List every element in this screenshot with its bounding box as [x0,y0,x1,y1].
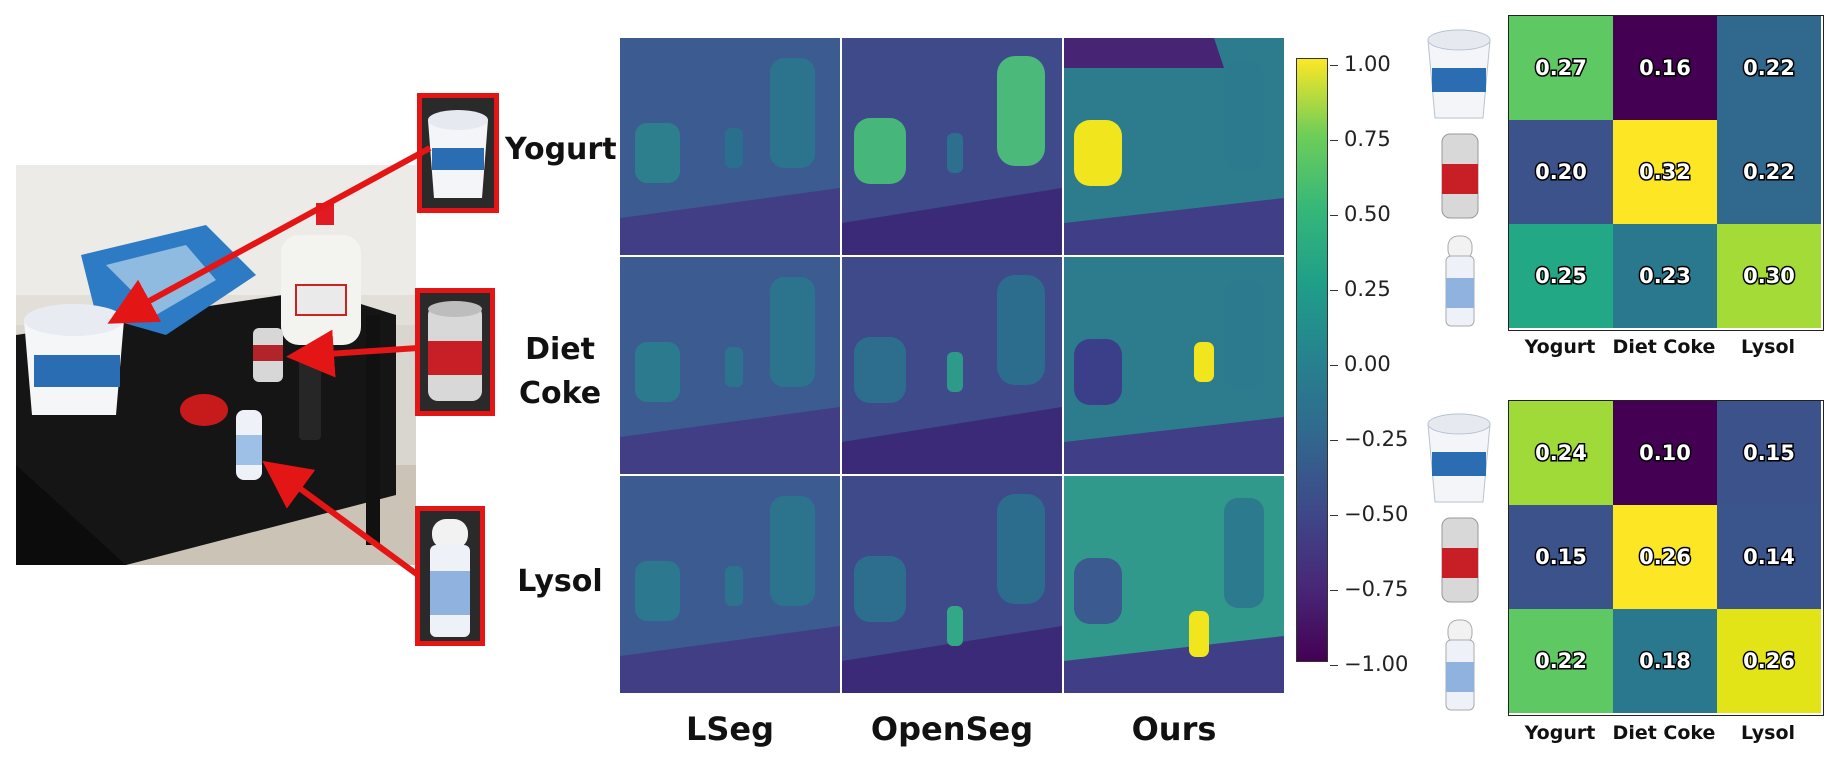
matrix-1-cell-2-2: 0.30 [1717,224,1821,328]
matrix-2-cell-1-1: 0.26 [1613,505,1717,609]
colorbar-tick-0-25: 0.25 [1330,277,1391,301]
matrix-1-cell-2-0: 0.25 [1509,224,1613,328]
colorbar-tick-1-00: 1.00 [1330,52,1391,76]
matrix-2-cell-2-0: 0.22 [1509,609,1613,713]
column-label-ours: Ours [1064,710,1284,748]
diet-coke-thumbnail [1442,518,1478,602]
matrix-2-cell-2-1: 0.18 [1613,609,1717,713]
lysol-thumbnail [1446,620,1474,710]
matrix-1-cell-1-0: 0.20 [1509,120,1613,224]
matrix-2-col-label-lysol: Lysol [1716,722,1820,744]
matrix-2-cell-0-1: 0.10 [1613,401,1717,505]
heatmap-openseg-lysol [842,476,1062,693]
heatmap-lseg-diet-coke [620,257,840,474]
matrix-1-col-label-diet-coke: Diet Coke [1612,336,1716,358]
row-label-diet-coke: Diet Coke [505,328,615,416]
lysol-thumbnail [1446,236,1474,326]
row-label-lysol: Lysol [505,560,615,604]
matrix-1-cell-1-1: 0.32 [1613,120,1717,224]
matrix-1-col-label-lysol: Lysol [1716,336,1820,358]
matrix-2-cell-2-2: 0.26 [1717,609,1821,713]
matrix-1-row-thumbnails [1420,18,1498,330]
colorbar-ticks: 1.00 0.75 0.50 0.25 0.00 −0.25 −0.50 −0.… [1330,52,1410,672]
similarity-matrix-1: 0.27 0.16 0.22 0.20 0.32 0.22 0.25 0.23 … [1508,15,1824,331]
matrix-2-cell-0-2: 0.15 [1717,401,1821,505]
matrix-2-row-thumbnails [1420,402,1498,714]
matrix-1-cell-1-2: 0.22 [1717,120,1821,224]
matrix-1-cell-0-2: 0.22 [1717,16,1821,120]
row-label-yogurt: Yogurt [505,128,615,172]
diet-coke-thumbnail [1442,134,1478,218]
yogurt-thumbnail [1428,30,1490,118]
colorbar-tick-neg-1-00: −1.00 [1330,652,1408,676]
colorbar [1296,58,1328,662]
matrix-1-col-label-yogurt: Yogurt [1508,336,1612,358]
colorbar-tick-neg-0-25: −0.25 [1330,427,1408,451]
heatmap-ours-yogurt [1064,38,1284,255]
heatmap-openseg-yogurt [842,38,1062,255]
matrix-2-col-label-diet-coke: Diet Coke [1612,722,1716,744]
colorbar-tick-0-75: 0.75 [1330,127,1391,151]
colorbar-tick-0-00: 0.00 [1330,352,1391,376]
colorbar-tick-neg-0-50: −0.50 [1330,502,1408,526]
colorbar-tick-neg-0-75: −0.75 [1330,577,1408,601]
similarity-matrix-2: 0.24 0.10 0.15 0.15 0.26 0.14 0.22 0.18 … [1508,400,1824,716]
heatmap-grid [620,38,1284,690]
colorbar-tick-0-50: 0.50 [1330,202,1391,226]
red-arrows [0,0,520,760]
matrix-1-cell-2-1: 0.23 [1613,224,1717,328]
column-label-lseg: LSeg [620,710,840,748]
column-label-openseg: OpenSeg [842,710,1062,748]
matrix-2-cell-0-0: 0.24 [1509,401,1613,505]
heatmap-openseg-diet-coke [842,257,1062,474]
yogurt-thumbnail [1428,414,1490,502]
heatmap-lseg-lysol [620,476,840,693]
heatmap-lseg-yogurt [620,38,840,255]
matrix-1-cell-0-0: 0.27 [1509,16,1613,120]
matrix-2-cell-1-0: 0.15 [1509,505,1613,609]
heatmap-ours-lysol [1064,476,1284,693]
heatmap-ours-diet-coke [1064,257,1284,474]
matrix-2-cell-1-2: 0.14 [1717,505,1821,609]
matrix-2-col-label-yogurt: Yogurt [1508,722,1612,744]
matrix-1-cell-0-1: 0.16 [1613,16,1717,120]
